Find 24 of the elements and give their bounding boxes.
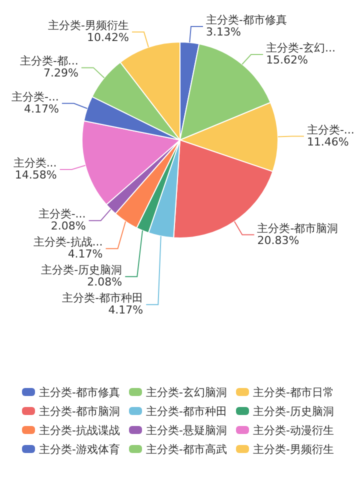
legend-label: 主分类-游戏体育 — [39, 443, 120, 456]
legend-label: 主分类-历史脑洞 — [253, 405, 334, 418]
data-label: 主分类-玄幻... 15.62% — [266, 42, 336, 67]
legend-label: 主分类-都市修真 — [39, 386, 120, 399]
data-label: 主分类-都市修真 3.13% — [206, 14, 287, 39]
data-label: 主分类-... 2.08% — [38, 208, 86, 233]
legend-label: 主分类-玄幻脑洞 — [146, 386, 227, 399]
data-label: 主分类-都... 7.29% — [20, 54, 78, 80]
data-label: 主分类-历史脑洞 2.08% — [41, 264, 122, 289]
data-label: 主分类-都市脑洞 20.83% — [257, 222, 338, 247]
legend-label: 主分类-动漫衍生 — [253, 424, 334, 437]
data-label: 主分类-都市种田 4.17% — [62, 292, 144, 317]
legend-label: 主分类-抗战谍战 — [39, 424, 120, 437]
legend-label: 主分类-悬疑脑洞 — [146, 424, 227, 437]
legend-label: 主分类-都市日常 — [253, 386, 334, 399]
legend-label: 主分类-都市高武 — [146, 443, 227, 456]
data-label: 主分类-... 11.46% — [306, 123, 354, 148]
data-label: 主分类-男频衍生 10.42% — [48, 19, 129, 44]
data-label: 主分类-... 4.17% — [11, 90, 59, 116]
data-label: 主分类-抗战... 4.17% — [33, 236, 103, 261]
legend-label: 主分类-都市脑洞 — [39, 405, 120, 418]
legend-label: 主分类-男频衍生 — [253, 443, 334, 456]
data-label: 主分类... 14.58% — [13, 156, 57, 182]
legend-label: 主分类-都市种田 — [146, 405, 227, 418]
